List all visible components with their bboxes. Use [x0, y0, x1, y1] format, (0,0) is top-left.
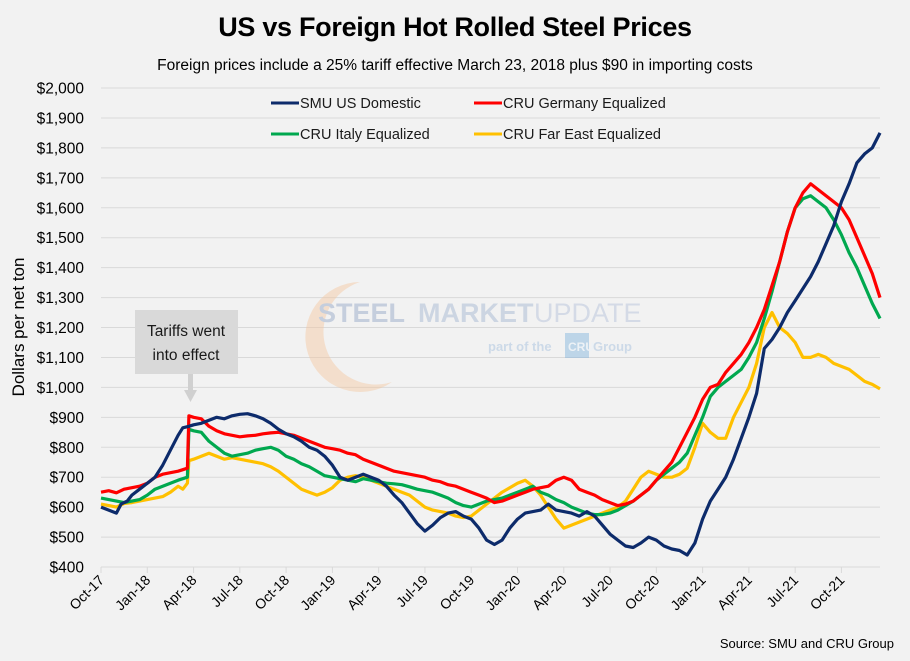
watermark-market: MARKET	[418, 298, 534, 328]
legend-label: CRU Far East Equalized	[503, 127, 661, 143]
y-tick-label: $1,600	[37, 200, 85, 217]
x-tick-label: Jul-21	[763, 572, 801, 610]
x-tick-label: Apr-18	[159, 572, 200, 613]
y-tick-label: $1,900	[37, 110, 85, 127]
y-tick-label: $800	[50, 440, 85, 457]
y-tick-label: $500	[50, 530, 85, 547]
x-tick-label: Oct-17	[66, 572, 107, 613]
legend-item: SMU US Domestic	[271, 96, 421, 112]
legend-item: CRU Far East Equalized	[474, 127, 661, 143]
watermark-cru: CRU	[568, 340, 594, 354]
x-tick-label: Jul-18	[208, 572, 246, 610]
watermark-part-of: part of the	[488, 339, 552, 354]
legend-label: SMU US Domestic	[300, 96, 421, 112]
series-line-cru-germany-equalized	[100, 182, 882, 508]
watermark-arc-icon	[305, 282, 392, 392]
watermark-cru-box	[565, 333, 589, 358]
tariff-annotation: Tariffs went into effect	[135, 310, 238, 402]
legend-item: CRU Italy Equalized	[271, 127, 430, 143]
x-tick-label: Jul-19	[393, 572, 431, 610]
series-line-cru-far-east-equalized	[100, 310, 881, 530]
y-tick-label: $700	[50, 470, 85, 487]
y-tick-label: $1,100	[37, 350, 85, 367]
watermark-update: UPDATE	[534, 298, 642, 328]
y-tick-label: $900	[50, 410, 85, 427]
watermark-group: Group	[593, 339, 632, 354]
y-axis: $400 $500 $600 $700 $800 $900 $1,000 $1,100 $1,2…	[37, 81, 85, 577]
annotation-line2: into effect	[153, 347, 221, 364]
watermark: STEEL MARKET UPDATE part of the CRU Grou…	[305, 282, 642, 392]
legend: SMU US Domestic CRU Germany Equalized CRU …	[271, 96, 666, 143]
watermark-steel: STEEL	[318, 298, 405, 328]
y-tick-label: $1,500	[37, 230, 85, 247]
y-tick-label: $600	[50, 500, 85, 517]
x-tick-label: Oct-20	[621, 572, 662, 613]
y-tick-label: $2,000	[37, 81, 85, 98]
x-tick-label: Oct-18	[251, 572, 292, 613]
x-tick-label: Jan-19	[297, 572, 339, 614]
annotation-arrow-icon	[184, 390, 197, 402]
x-tick-label: Apr-21	[714, 572, 755, 613]
x-tick-label: Jan-20	[482, 572, 524, 614]
annotation-line1: Tariffs went	[147, 323, 226, 340]
series-line-smu-us-domestic	[100, 132, 882, 557]
y-tick-label: $1,000	[37, 380, 85, 397]
legend-label: CRU Italy Equalized	[300, 127, 430, 143]
chart-title: US vs Foreign Hot Rolled Steel Prices	[218, 12, 692, 42]
y-tick-label: $400	[50, 560, 85, 577]
series-line-cru-italy-equalized	[100, 194, 882, 517]
x-tick-label: Oct-21	[807, 572, 848, 613]
x-axis: Oct-17 Jan-18 Apr-18 Jul-18 Oct-18 Jan-19 Apr-…	[66, 566, 880, 614]
series-lines	[100, 132, 882, 557]
legend-label: CRU Germany Equalized	[503, 96, 666, 112]
source-note: Source: SMU and CRU Group	[719, 636, 894, 651]
y-tick-label: $1,400	[37, 260, 85, 277]
y-tick-label: $1,700	[37, 170, 85, 187]
x-tick-label: Oct-19	[436, 572, 477, 613]
x-tick-label: Jan-21	[667, 572, 709, 614]
x-tick-label: Apr-19	[344, 572, 385, 613]
annotation-box	[135, 310, 238, 374]
y-axis-label: Dollars per net ton	[9, 258, 28, 397]
y-tick-label: $1,800	[37, 140, 85, 157]
y-tick-label: $1,300	[37, 290, 85, 307]
legend-item: CRU Germany Equalized	[474, 96, 666, 112]
x-tick-label: Apr-20	[529, 572, 570, 613]
x-tick-label: Jan-18	[112, 572, 154, 614]
annotation-arrow-shaft	[188, 374, 193, 390]
x-tick-label: Jul-20	[578, 572, 616, 610]
y-tick-label: $1,200	[37, 320, 85, 337]
chart-subtitle: Foreign prices include a 25% tariff effe…	[157, 57, 753, 74]
